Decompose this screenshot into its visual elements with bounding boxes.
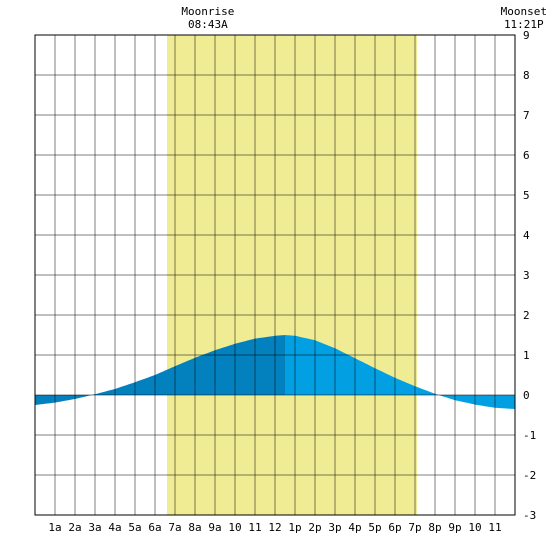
y-tick-label: 6: [523, 149, 530, 162]
moonrise-title: Moonrise: [181, 5, 235, 18]
x-tick-label: 9a: [208, 521, 221, 534]
x-tick-label: 10: [228, 521, 241, 534]
y-tick-label: 0: [523, 389, 530, 402]
y-tick-label: 1: [523, 349, 530, 362]
y-tick-label: 5: [523, 189, 530, 202]
y-tick-label: 8: [523, 69, 530, 82]
y-tick-label: -2: [523, 469, 536, 482]
x-tick-label: 7p: [408, 521, 421, 534]
x-tick-label: 6a: [148, 521, 161, 534]
tide-area-falling: [285, 335, 515, 409]
x-tick-label: 8p: [428, 521, 441, 534]
y-tick-label: -1: [523, 429, 536, 442]
moonset-annotation: Moonset 11:21P: [501, 5, 547, 31]
y-tick-label: 2: [523, 309, 530, 322]
moonset-time: 11:21P: [503, 18, 544, 31]
y-tick-label: -3: [523, 509, 536, 522]
x-tick-label: 4a: [108, 521, 121, 534]
moonrise-time: 08:43A: [188, 18, 228, 31]
tide-area-rising: [35, 335, 285, 405]
x-tick-label: 11: [488, 521, 501, 534]
x-tick-label: 6p: [388, 521, 401, 534]
x-tick-label: 1p: [288, 521, 301, 534]
x-tick-label: 7a: [168, 521, 181, 534]
x-tick-label: 12: [268, 521, 281, 534]
y-tick-label: 7: [523, 109, 530, 122]
y-tick-label: 4: [523, 229, 530, 242]
moonrise-annotation: Moonrise 08:43A: [181, 5, 234, 31]
x-tick-label: 8a: [188, 521, 201, 534]
y-tick-label: 3: [523, 269, 530, 282]
x-tick-label: 2p: [308, 521, 321, 534]
y-tick-label: 9: [523, 29, 530, 42]
x-tick-label: 5a: [128, 521, 141, 534]
plot-frame: [34, 34, 516, 516]
x-tick-label: 4p: [348, 521, 361, 534]
x-tick-label: 2a: [68, 521, 81, 534]
x-tick-label: 3p: [328, 521, 341, 534]
x-tick-label: 5p: [368, 521, 381, 534]
x-tick-label: 10: [468, 521, 481, 534]
x-tick-label: 3a: [88, 521, 101, 534]
x-tick-label: 9p: [448, 521, 461, 534]
moonset-title: Moonset: [500, 5, 547, 18]
x-tick-label: 11: [248, 521, 261, 534]
x-tick-label: 1a: [48, 521, 61, 534]
